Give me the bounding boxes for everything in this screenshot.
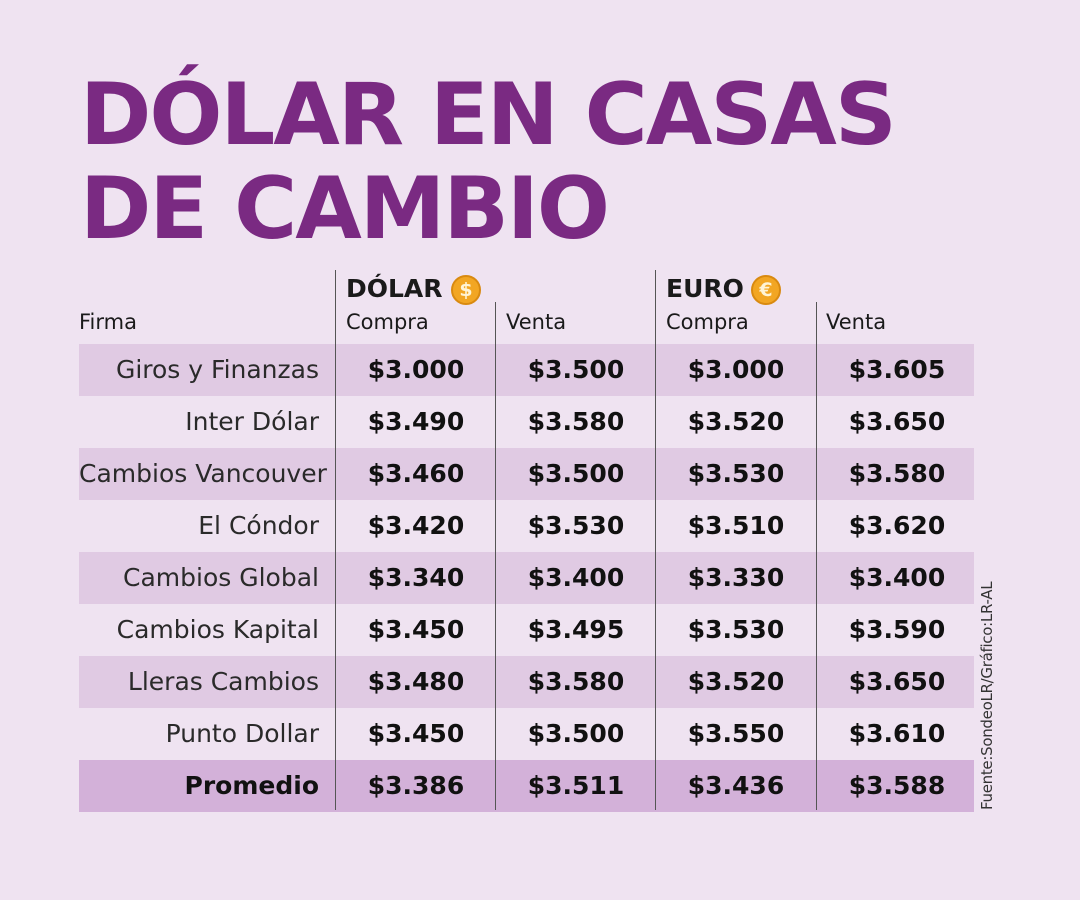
euro-group-header: EURO <box>666 274 744 303</box>
euro-compra-value: $3.530 <box>687 615 785 644</box>
dollar-venta-value: $3.495 <box>527 615 625 644</box>
euro-venta-header: Venta <box>826 310 887 334</box>
euro-coin-icon: € <box>751 275 781 305</box>
dollar-venta-value: $3.580 <box>527 407 625 436</box>
dollar-compra-value: $3.490 <box>367 407 465 436</box>
firm-column-header: Firma <box>79 310 137 334</box>
divider-line <box>816 302 817 810</box>
dollar-venta-value: $3.500 <box>527 719 625 748</box>
euro-venta-value: $3.605 <box>848 355 946 384</box>
table-row: Punto Dollar $3.450 $3.500 $3.550 $3.610 <box>79 708 974 760</box>
euro-venta-value: $3.588 <box>848 771 946 800</box>
dollar-compra-value: $3.000 <box>367 355 465 384</box>
firm-name: Lleras Cambios <box>127 667 319 696</box>
firm-name: Cambios Global <box>123 563 319 592</box>
firm-name: Cambios Kapital <box>116 615 319 644</box>
table-row: Giros y Finanzas $3.000 $3.500 $3.000 $3.605 <box>79 344 974 396</box>
euro-compra-value: $3.520 <box>687 407 785 436</box>
euro-compra-value: $3.550 <box>687 719 785 748</box>
dollar-venta-value: $3.511 <box>527 771 625 800</box>
firm-name: Cambios Vancouver <box>79 459 327 488</box>
euro-compra-value: $3.520 <box>687 667 785 696</box>
dollar-compra-value: $3.450 <box>367 615 465 644</box>
euro-venta-value: $3.650 <box>848 407 946 436</box>
divider-line <box>655 270 656 810</box>
title-line-2: DE CAMBIO <box>80 159 610 259</box>
divider-line <box>495 302 496 810</box>
euro-venta-value: $3.650 <box>848 667 946 696</box>
table-row: Cambios Global $3.340 $3.400 $3.330 $3.400 <box>79 552 974 604</box>
euro-compra-value: $3.436 <box>687 771 785 800</box>
table-total-row: Promedio $3.386 $3.511 $3.436 $3.588 <box>79 760 974 812</box>
dollar-group-header: DÓLAR <box>346 274 443 303</box>
table-row: El Cóndor $3.420 $3.530 $3.510 $3.620 <box>79 500 974 552</box>
table-row: Cambios Kapital $3.450 $3.495 $3.530 $3.590 <box>79 604 974 656</box>
dollar-compra-header: Compra <box>346 310 429 334</box>
exchange-table: Firma DÓLAR $ EURO € Compra Venta Compra… <box>79 270 974 812</box>
page-title: DÓLAR EN CASAS DE CAMBIO <box>80 68 980 256</box>
dollar-compra-value: $3.386 <box>367 771 465 800</box>
euro-venta-value: $3.620 <box>848 511 946 540</box>
dollar-venta-value: $3.500 <box>527 459 625 488</box>
dollar-venta-value: $3.530 <box>527 511 625 540</box>
table-row: Inter Dólar $3.490 $3.580 $3.520 $3.650 <box>79 396 974 448</box>
firm-name: Punto Dollar <box>165 719 319 748</box>
dollar-compra-value: $3.450 <box>367 719 465 748</box>
table-row: Cambios Vancouver $3.460 $3.500 $3.530 $3.58… <box>79 448 974 500</box>
dollar-venta-header: Venta <box>506 310 567 334</box>
firm-name: Inter Dólar <box>185 407 319 436</box>
dollar-venta-value: $3.400 <box>527 563 625 592</box>
dollar-compra-value: $3.460 <box>367 459 465 488</box>
euro-venta-value: $3.580 <box>848 459 946 488</box>
table-row: Lleras Cambios $3.480 $3.580 $3.520 $3.650 <box>79 656 974 708</box>
firm-name: Giros y Finanzas <box>115 355 319 384</box>
euro-venta-value: $3.400 <box>848 563 946 592</box>
dollar-compra-value: $3.420 <box>367 511 465 540</box>
dollar-compra-value: $3.340 <box>367 563 465 592</box>
dollar-compra-value: $3.480 <box>367 667 465 696</box>
euro-compra-value: $3.530 <box>687 459 785 488</box>
divider-line <box>335 270 336 810</box>
dollar-coin-icon: $ <box>451 275 481 305</box>
source-note: Fuente:SondeoLR/Gráfico:LR-AL <box>978 581 996 810</box>
euro-venta-value: $3.610 <box>848 719 946 748</box>
euro-compra-header: Compra <box>666 310 749 334</box>
title-line-1: DÓLAR EN CASAS <box>80 65 897 165</box>
euro-compra-value: $3.510 <box>687 511 785 540</box>
euro-compra-value: $3.330 <box>687 563 785 592</box>
dollar-venta-value: $3.500 <box>527 355 625 384</box>
firm-name: Promedio <box>184 771 319 800</box>
euro-venta-value: $3.590 <box>848 615 946 644</box>
euro-compra-value: $3.000 <box>687 355 785 384</box>
firm-name: El Cóndor <box>198 511 319 540</box>
dollar-venta-value: $3.580 <box>527 667 625 696</box>
